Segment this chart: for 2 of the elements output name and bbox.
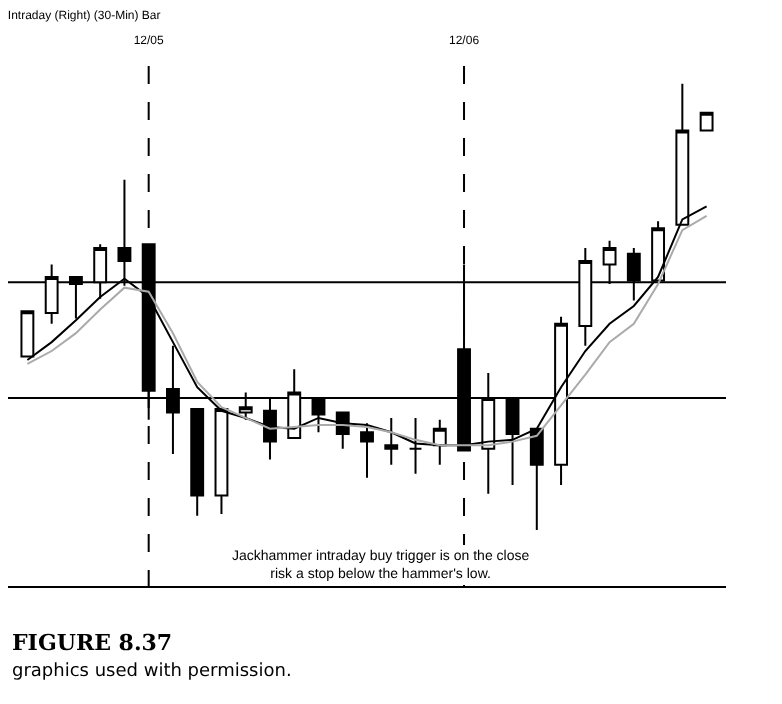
- text: graphics used with permission.: [12, 662, 292, 682]
- caption: FIGURE 8.37: [12, 630, 173, 656]
